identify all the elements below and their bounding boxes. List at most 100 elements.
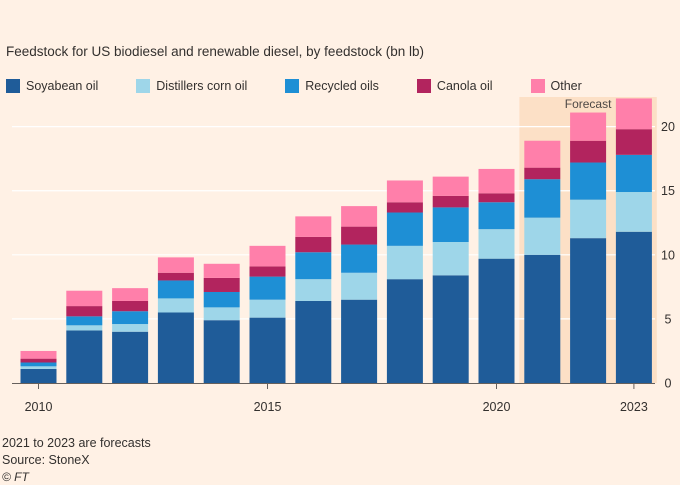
bar-2012-other (112, 288, 149, 301)
footer-note: 2021 to 2023 are forecasts (2, 436, 151, 450)
legend-item-other: Other (530, 79, 582, 93)
bar-2011-distillers-corn-oil (66, 325, 103, 331)
legend-label: Canola oil (436, 79, 493, 93)
bar-2013-recycled-oils (157, 280, 194, 299)
bar-2010-soyabean-oil (20, 368, 57, 383)
bar-2022-canola-oil (570, 140, 607, 163)
bar-2019-canola-oil (432, 195, 469, 208)
bar-2019-recycled-oils (432, 207, 469, 242)
bar-2010-other (20, 350, 57, 359)
legend-item-recycled-oils: Recycled oils (285, 79, 379, 93)
bar-2011-recycled-oils (66, 316, 103, 326)
legend-item-distillers-corn-oil: Distillers corn oil (136, 79, 247, 93)
bar-2014-soyabean-oil (203, 320, 240, 383)
bar-2018-other (386, 180, 423, 203)
legend-swatch (416, 79, 431, 93)
bar-2010-recycled-oils (20, 362, 57, 367)
bar-2014-other (203, 263, 240, 278)
bar-2021-recycled-oils (524, 179, 561, 218)
bar-2015-distillers-corn-oil (249, 299, 286, 318)
bar-2022-recycled-oils (570, 162, 607, 200)
x-tick-label: 2015 (254, 400, 282, 414)
bar-2018-soyabean-oil (386, 279, 423, 383)
bar-2016-recycled-oils (295, 252, 332, 280)
bar-2015-canola-oil (249, 266, 286, 277)
legend-swatch (530, 79, 545, 93)
bar-2015-recycled-oils (249, 276, 286, 300)
forecast-label: Forecast (565, 97, 612, 111)
bar-2021-canola-oil (524, 167, 561, 180)
bar-2017-soyabean-oil (341, 299, 378, 383)
legend-label: Recycled oils (305, 79, 379, 93)
legend-label: Distillers corn oil (156, 79, 248, 93)
bar-2017-distillers-corn-oil (341, 272, 378, 300)
bar-2022-soyabean-oil (570, 238, 607, 383)
bar-2020-soyabean-oil (478, 258, 515, 383)
bar-2010-distillers-corn-oil (20, 366, 57, 369)
bar-2011-canola-oil (66, 306, 103, 317)
bar-2014-distillers-corn-oil (203, 307, 240, 321)
bar-2016-distillers-corn-oil (295, 279, 332, 301)
bar-2023-recycled-oils (615, 154, 652, 193)
bar-2016-canola-oil (295, 236, 332, 253)
bar-2012-distillers-corn-oil (112, 324, 149, 332)
x-tick-label: 2023 (620, 400, 648, 414)
bar-2020-canola-oil (478, 193, 515, 203)
legend: Soyabean oil Distillers corn oil Recycled … (6, 79, 582, 93)
bar-2017-other (341, 206, 378, 227)
legend-item-soyabean-oil: Soyabean oil (6, 79, 98, 93)
bar-2017-canola-oil (341, 226, 378, 245)
bar-2014-canola-oil (203, 277, 240, 292)
bar-2013-soyabean-oil (157, 312, 194, 383)
bar-2010-canola-oil (20, 358, 57, 363)
bar-2021-soyabean-oil (524, 254, 561, 383)
bar-2016-other (295, 216, 332, 237)
bar-2023-other (615, 98, 652, 130)
bar-2011-other (66, 290, 103, 307)
legend-swatch (6, 79, 20, 93)
legend-swatch (136, 79, 151, 93)
bar-2012-soyabean-oil (112, 331, 149, 383)
bar-2019-distillers-corn-oil (432, 242, 469, 276)
bar-2018-distillers-corn-oil (386, 245, 423, 280)
bar-2020-recycled-oils (478, 202, 515, 230)
y-tick-label: 5 (665, 312, 672, 326)
y-tick-label: 0 (665, 377, 672, 391)
chart-subtitle: Feedstock for US biodiesel and renewable… (6, 44, 424, 59)
footer-source: Source: StoneX (2, 453, 90, 467)
bar-2011-soyabean-oil (66, 330, 103, 383)
bar-2023-soyabean-oil (615, 231, 652, 383)
bar-2020-other (478, 168, 515, 194)
bar-2021-other (524, 140, 561, 168)
bar-2022-other (570, 112, 607, 141)
bar-2012-canola-oil (112, 300, 149, 312)
legend-label: Other (550, 79, 582, 93)
bar-2018-canola-oil (386, 202, 423, 213)
x-tick-label: 2010 (25, 400, 53, 414)
legend-label: Soyabean oil (26, 79, 99, 93)
bar-2014-recycled-oils (203, 291, 240, 308)
bar-2023-distillers-corn-oil (615, 192, 652, 232)
bar-2013-canola-oil (157, 272, 194, 281)
bar-2023-canola-oil (615, 129, 652, 155)
legend-swatch (285, 79, 300, 93)
bar-2017-recycled-oils (341, 244, 378, 273)
legend-item-canola-oil: Canola oil (416, 79, 493, 93)
footer-brand: © FT (2, 470, 29, 484)
bar-2016-soyabean-oil (295, 300, 332, 383)
bar-2019-other (432, 176, 469, 196)
bar-2013-distillers-corn-oil (157, 298, 194, 313)
bar-2019-soyabean-oil (432, 275, 469, 383)
y-tick-label: 20 (661, 120, 675, 134)
x-tick-label: 2020 (483, 400, 511, 414)
bar-2013-other (157, 257, 194, 273)
bar-2020-distillers-corn-oil (478, 229, 515, 259)
bar-2018-recycled-oils (386, 212, 423, 246)
bar-2021-distillers-corn-oil (524, 217, 561, 255)
bar-2015-soyabean-oil (249, 317, 286, 383)
bar-2012-recycled-oils (112, 311, 149, 325)
bar-2022-distillers-corn-oil (570, 199, 607, 239)
bar-2015-other (249, 245, 286, 267)
y-tick-label: 10 (661, 248, 675, 262)
